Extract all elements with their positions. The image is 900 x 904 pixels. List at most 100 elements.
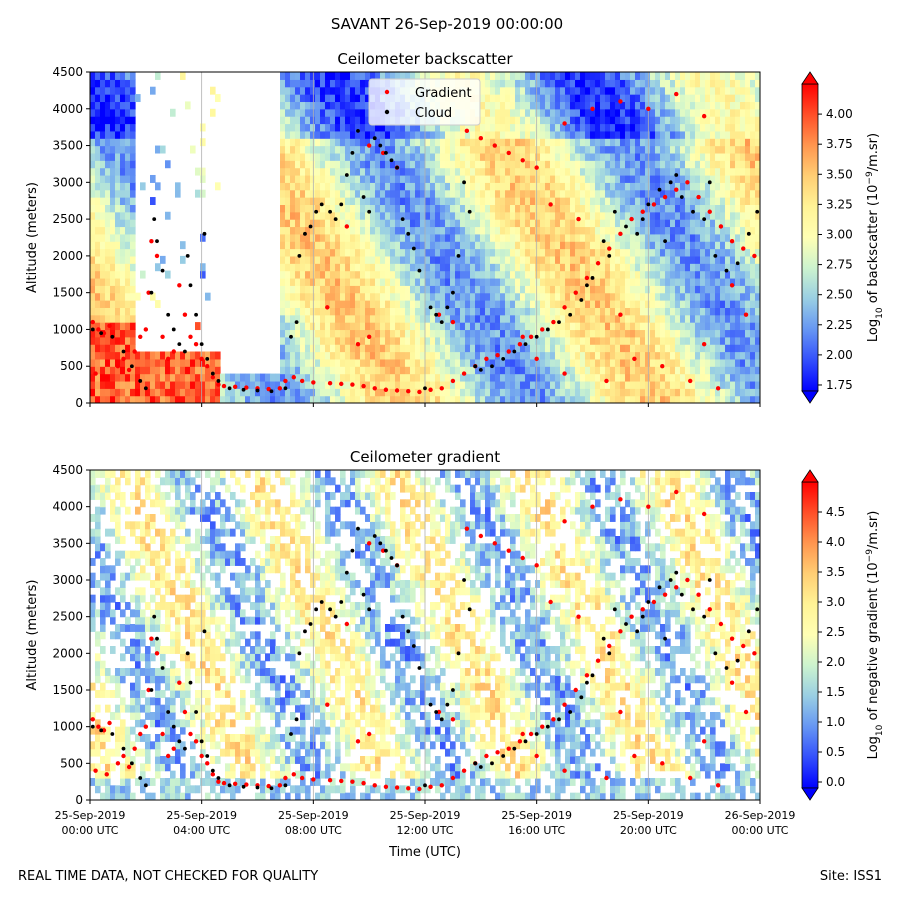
gradient-point <box>562 519 566 523</box>
gradient-point <box>373 783 377 787</box>
gradient-point <box>451 717 455 721</box>
cloud-point <box>669 180 673 184</box>
cloud-point <box>122 747 126 751</box>
cloud-point <box>646 600 650 604</box>
gradient-point <box>361 384 365 388</box>
cloud-point <box>568 710 572 714</box>
gradient-point <box>674 490 678 494</box>
x-tick-date: 25-Sep-2019 <box>166 809 237 822</box>
gradient-point <box>576 614 580 618</box>
cloud-point <box>646 203 650 207</box>
gradient-point <box>292 375 296 379</box>
x-tick-time: 12:00 UTC <box>396 824 453 837</box>
gradient-point <box>685 578 689 582</box>
cloud-point <box>736 659 740 663</box>
gradient-point <box>91 320 95 324</box>
x-tick-date: 25-Sep-2019 <box>278 809 349 822</box>
gradient-point <box>384 785 388 789</box>
y-tick-label: 2500 <box>52 610 83 624</box>
cloud-point <box>434 710 438 714</box>
gradient-point <box>440 783 444 787</box>
cloud-point <box>568 313 572 317</box>
gradient-point <box>222 384 226 388</box>
cloud-point <box>524 739 528 743</box>
cloud-point <box>591 673 595 677</box>
gradient-point <box>495 353 499 357</box>
gradient-point <box>325 305 329 309</box>
cloud-point <box>172 725 176 729</box>
cloud-point <box>635 232 639 236</box>
gradient-point <box>127 765 131 769</box>
gradient-point <box>373 386 377 390</box>
gradient-point <box>283 379 287 383</box>
gradient-point <box>548 600 552 604</box>
gradient-point <box>730 680 734 684</box>
cloud-point <box>708 578 712 582</box>
x-tick-time: 00:00 UTC <box>61 824 118 837</box>
cloud-point <box>166 313 170 317</box>
cloud-point <box>401 217 405 221</box>
cloud-point <box>309 225 313 229</box>
gradient-point <box>521 335 525 339</box>
x-axis-label: Time (UTC) <box>388 845 461 860</box>
gradient-point <box>618 710 622 714</box>
cloud-point <box>152 217 156 221</box>
cloud-point <box>440 320 444 324</box>
gradient-point <box>507 349 511 353</box>
gradient-point <box>451 320 455 324</box>
colorbar-tick-label: 1.5 <box>826 685 845 699</box>
cloud-point <box>217 379 221 383</box>
cloud-point <box>624 225 628 229</box>
cloud-point <box>755 607 759 611</box>
colorbar-tick-label: 3.25 <box>826 197 853 211</box>
cloud-point <box>242 388 246 392</box>
cloud-point <box>367 607 371 611</box>
gradient-point <box>339 779 343 783</box>
gradient-point <box>730 239 734 243</box>
cloud-point <box>99 331 103 335</box>
cloud-point <box>205 754 209 758</box>
cloud-point <box>314 210 318 214</box>
gradient-point <box>132 349 136 353</box>
gradient-point <box>144 724 148 728</box>
legend-marker <box>385 90 389 94</box>
y-tick-label: 3500 <box>52 139 83 153</box>
cloud-point <box>512 747 516 751</box>
gradient-point <box>356 342 360 346</box>
x-tick-date: 25-Sep-2019 <box>390 809 461 822</box>
cloud-point <box>501 754 505 758</box>
gradient-point <box>132 746 136 750</box>
cloud-point <box>183 350 187 354</box>
cloud-point <box>473 364 477 368</box>
cloud-point <box>725 269 729 273</box>
panel-title: Ceilometer gradient <box>350 448 500 466</box>
legend-label: Cloud <box>415 106 452 121</box>
colorbar-tick-label: 4.0 <box>826 535 845 549</box>
gradient-point <box>696 195 700 199</box>
cloud-point <box>345 173 349 177</box>
y-tick-label: 2000 <box>52 249 83 263</box>
colorbar-extend-max <box>802 72 818 84</box>
x-tick-time: 20:00 UTC <box>620 824 677 837</box>
colorbar-tick-label: 2.75 <box>826 258 853 272</box>
cloud-point <box>152 615 156 619</box>
y-tick-label: 4000 <box>52 500 83 514</box>
x-tick-date: 26-Sep-2019 <box>725 809 796 822</box>
gradient-point <box>311 777 315 781</box>
cloud-point <box>194 710 198 714</box>
gradient-point <box>222 781 226 785</box>
gradient-point <box>149 239 153 243</box>
gradient-point <box>562 371 566 375</box>
y-tick-label: 3500 <box>52 536 83 550</box>
colorbar-tick-label: 4.5 <box>826 505 845 519</box>
gradient-point <box>618 232 622 236</box>
cloud-point <box>663 637 667 641</box>
legend-marker <box>385 110 389 114</box>
cloud-point <box>429 305 433 309</box>
cloud-point <box>328 607 332 611</box>
gradient-point <box>155 254 159 258</box>
cloud-point <box>378 541 382 545</box>
gradient-point <box>562 702 566 706</box>
cloud-point <box>641 615 645 619</box>
gradient-point <box>652 202 656 206</box>
